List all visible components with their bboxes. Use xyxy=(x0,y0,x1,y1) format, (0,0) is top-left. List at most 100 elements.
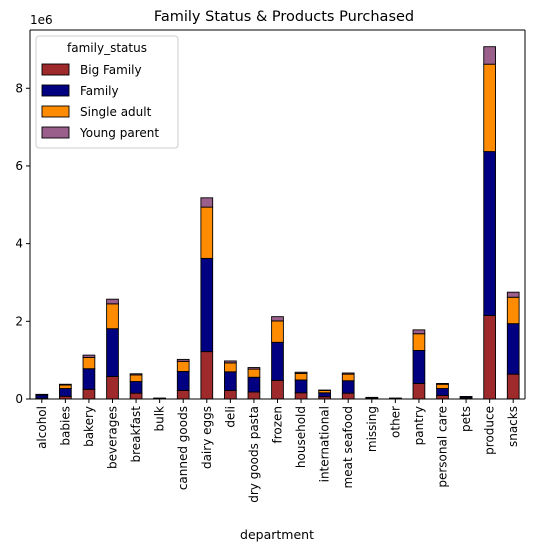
bar-segment xyxy=(83,389,95,399)
bar-segment xyxy=(130,382,142,394)
bar-segment xyxy=(342,393,354,399)
bar-segment xyxy=(36,395,48,398)
bar-segment xyxy=(83,369,95,390)
bar-segment xyxy=(59,384,71,385)
bar-segment xyxy=(130,393,142,399)
bar-segment xyxy=(107,299,119,304)
legend-swatch xyxy=(42,64,69,75)
x-tick-label: snacks xyxy=(506,406,520,447)
y-tick-label: 6 xyxy=(15,159,23,173)
x-tick-label: alcohol xyxy=(35,406,49,449)
x-tick-label: pets xyxy=(459,406,473,432)
bar-segment xyxy=(507,297,519,323)
bar-segment xyxy=(224,372,236,391)
x-tick-label: household xyxy=(294,406,308,468)
bar-segment xyxy=(201,258,213,351)
bar-segment xyxy=(272,317,284,321)
bar-segment xyxy=(437,389,449,396)
y-tick-label: 2 xyxy=(15,314,23,328)
y-tick-label: 0 xyxy=(15,392,23,406)
bar-segment xyxy=(130,374,142,375)
x-tick-label: frozen xyxy=(271,406,285,444)
legend: family_status Big Family Family Single adu… xyxy=(36,36,178,148)
bar-segment xyxy=(59,389,71,397)
bar-segment xyxy=(177,371,189,390)
bar-segment xyxy=(248,368,260,370)
legend-label: Big Family xyxy=(80,63,142,77)
x-tick-label: dry goods pasta xyxy=(247,406,261,503)
legend-swatch xyxy=(42,127,69,138)
x-tick-label: deli xyxy=(223,406,237,428)
bar-segment xyxy=(248,377,260,392)
bar-segment xyxy=(224,363,236,372)
bar-segment xyxy=(295,372,307,373)
bar-segment xyxy=(437,396,449,399)
bar-segment xyxy=(130,375,142,382)
bar-segment xyxy=(224,390,236,399)
legend-label: Single adult xyxy=(80,105,152,119)
bar-segment xyxy=(437,383,449,384)
bar-segment xyxy=(413,334,425,351)
bar-segment xyxy=(484,152,496,316)
bar-segment xyxy=(507,324,519,374)
bar-segment xyxy=(201,207,213,258)
bar-segment xyxy=(59,385,71,388)
bar-segment xyxy=(107,376,119,399)
bar-segment xyxy=(201,198,213,207)
bar-segment xyxy=(484,64,496,151)
bar-segment xyxy=(177,390,189,399)
bar-segment xyxy=(484,315,496,399)
x-tick-label: bulk xyxy=(153,406,167,432)
x-axis-label: department xyxy=(240,527,314,542)
x-tick-label: international xyxy=(318,406,332,482)
bar-segment xyxy=(248,392,260,399)
bar-segment xyxy=(413,383,425,399)
bar-segment xyxy=(413,350,425,383)
bar-segment xyxy=(201,352,213,399)
bar-segment xyxy=(342,381,354,393)
bar-segment xyxy=(342,374,354,381)
bar-segment xyxy=(319,393,331,397)
y-tick-label: 4 xyxy=(15,237,23,251)
bar-segment xyxy=(177,361,189,371)
legend-swatch xyxy=(42,106,69,117)
bar-segment xyxy=(507,374,519,399)
x-tick-label: personal care xyxy=(436,406,450,488)
y-axis-offset-label: 1e6 xyxy=(30,13,53,27)
bar-segment xyxy=(272,380,284,399)
x-tick-label: canned goods xyxy=(176,406,190,490)
legend-title: family_status xyxy=(67,41,147,55)
bar-segment xyxy=(272,342,284,380)
bar-segment xyxy=(107,304,119,329)
legend-swatch xyxy=(42,85,69,96)
y-tick-label: 8 xyxy=(15,81,23,95)
bar-segment xyxy=(342,373,354,374)
bar-segment xyxy=(272,321,284,342)
x-tick-label: dairy eggs xyxy=(200,406,214,469)
bar-segment xyxy=(484,47,496,64)
bar-segment xyxy=(107,329,119,377)
bar-segment xyxy=(413,330,425,334)
bar-segment xyxy=(295,373,307,380)
legend-label: Family xyxy=(80,84,119,98)
bar-segment xyxy=(248,369,260,377)
x-tick-label: breakfast xyxy=(129,406,143,463)
bar-segment xyxy=(83,355,95,357)
x-tick-label: produce xyxy=(483,406,497,455)
bar-segment xyxy=(295,393,307,399)
x-tick-label: beverages xyxy=(106,406,120,469)
bar-segment xyxy=(295,380,307,393)
chart-title: Family Status & Products Purchased xyxy=(154,9,414,25)
bar-segment xyxy=(177,359,189,361)
bar-segment xyxy=(437,384,449,388)
bar-segment xyxy=(507,292,519,297)
bar-segment xyxy=(83,357,95,368)
legend-label: Young parent xyxy=(79,126,159,140)
x-tick-label: other xyxy=(388,406,402,438)
x-tick-label: babies xyxy=(58,406,72,446)
x-tick-label: bakery xyxy=(82,406,96,447)
x-tick-label: meat seafood xyxy=(341,406,355,488)
x-tick-label: pantry xyxy=(412,406,426,445)
